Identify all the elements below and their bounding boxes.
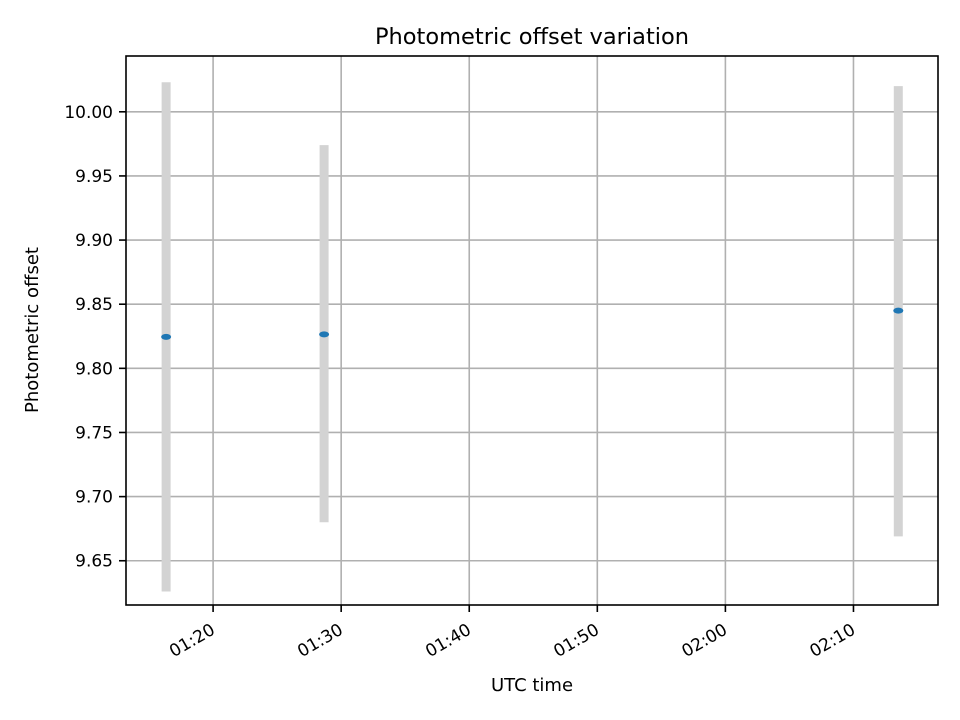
y-tick-label: 9.95 — [75, 167, 113, 187]
data-point — [893, 307, 904, 314]
y-tick-label: 9.85 — [75, 295, 113, 315]
y-tick-label: 9.70 — [75, 488, 113, 508]
data-point — [319, 331, 330, 338]
x-axis-label: UTC time — [491, 675, 573, 696]
y-tick-label: 9.90 — [75, 231, 113, 251]
data-points — [161, 307, 904, 340]
grid — [126, 56, 938, 605]
y-axis-label: Photometric offset — [22, 247, 43, 413]
plot-area-frame — [125, 55, 939, 606]
y-tick-label: 9.75 — [75, 423, 113, 443]
data-point — [161, 333, 172, 340]
y-axis-ticks: 9.65 9.70 9.75 9.80 9.85 9.90 9.95 10.00 — [64, 103, 126, 572]
chart-title: Photometric offset variation — [375, 24, 689, 50]
y-tick-label: 10.00 — [64, 103, 113, 123]
y-tick-label: 9.65 — [75, 552, 113, 572]
y-tick-label: 9.80 — [75, 359, 113, 379]
